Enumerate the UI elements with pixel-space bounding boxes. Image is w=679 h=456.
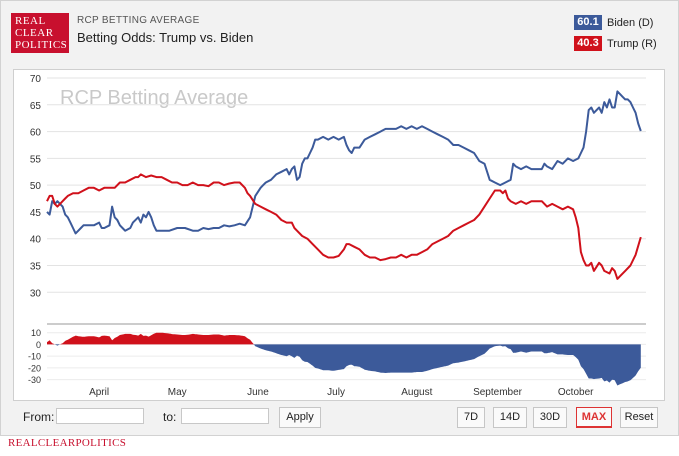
spread-tick-label: 0 — [36, 340, 41, 350]
to-label: to: — [163, 410, 177, 424]
y-tick-label: 40 — [30, 235, 42, 246]
chart-subtitle: RCP BETTING AVERAGE — [77, 15, 200, 26]
spread-tick-label: -10 — [28, 352, 41, 362]
date-controls: From: to: Apply 7D 14D 30D MAX Reset — [13, 405, 663, 431]
range-7d-button[interactable]: 7D — [457, 407, 485, 428]
spread-biden-area — [47, 344, 641, 386]
chart-watermark: RCP Betting Average — [60, 87, 248, 109]
legend-trump-value: 40.3 — [574, 36, 602, 51]
from-label: From: — [23, 410, 55, 424]
legend-biden-label: Biden (D) — [607, 16, 654, 29]
legend: 60.1 Biden (D) 40.3 Trump (R) — [574, 14, 666, 56]
y-tick-label: 50 — [30, 181, 42, 192]
chart-widget: REAL CLEAR POLITICS RCP BETTING AVERAGE … — [0, 0, 679, 436]
x-tick-label: July — [327, 387, 345, 398]
trump-line — [46, 173, 642, 280]
x-tick-label: October — [558, 387, 594, 398]
logo-line-2: CLEAR — [15, 27, 54, 39]
legend-biden-value: 60.1 — [574, 15, 602, 30]
reset-button[interactable]: Reset — [620, 407, 658, 428]
biden-line — [46, 90, 642, 235]
y-tick-label: 35 — [30, 262, 42, 273]
range-30d-button[interactable]: 30D — [533, 407, 567, 428]
apply-button[interactable]: Apply — [279, 407, 321, 428]
legend-trump: 40.3 Trump (R) — [574, 35, 666, 52]
y-tick-label: 55 — [30, 154, 42, 165]
logo-line-3: POLITICS — [15, 39, 68, 51]
y-tick-label: 65 — [30, 101, 42, 112]
legend-biden: 60.1 Biden (D) — [574, 14, 666, 31]
y-tick-label: 30 — [30, 288, 42, 299]
chart-title: Betting Odds: Trump vs. Biden — [77, 30, 254, 45]
x-tick-label: June — [247, 387, 269, 398]
from-date-input[interactable] — [56, 408, 144, 424]
spread-tick-label: -20 — [28, 363, 41, 373]
chart-area: RCP Betting Average 30 35 40 45 50 55 60 65 70 10 0… — [13, 69, 665, 401]
y-tick-label: 70 — [30, 74, 42, 85]
x-tick-label: August — [401, 387, 432, 398]
rcp-logo[interactable]: REAL CLEAR POLITICS — [11, 13, 69, 53]
y-tick-label: 45 — [30, 208, 42, 219]
range-max-button[interactable]: MAX — [576, 407, 612, 428]
logo-line-1: REAL — [15, 15, 46, 27]
y-tick-label: 60 — [30, 128, 42, 139]
spread-trump-area — [47, 332, 641, 345]
footer-logo[interactable]: REALCLEARPOLITICS — [8, 437, 127, 449]
spread-tick-label: -30 — [28, 375, 41, 385]
chart-svg: RCP Betting Average 30 35 40 45 50 55 60 65 70 10 0… — [28, 74, 646, 398]
range-14d-button[interactable]: 14D — [493, 407, 527, 428]
x-tick-label: September — [473, 387, 523, 398]
x-tick-label: April — [89, 387, 109, 398]
spread-tick-label: 10 — [31, 328, 41, 338]
legend-trump-label: Trump (R) — [607, 37, 657, 50]
to-date-input[interactable] — [181, 408, 269, 424]
x-tick-label: May — [168, 387, 187, 398]
